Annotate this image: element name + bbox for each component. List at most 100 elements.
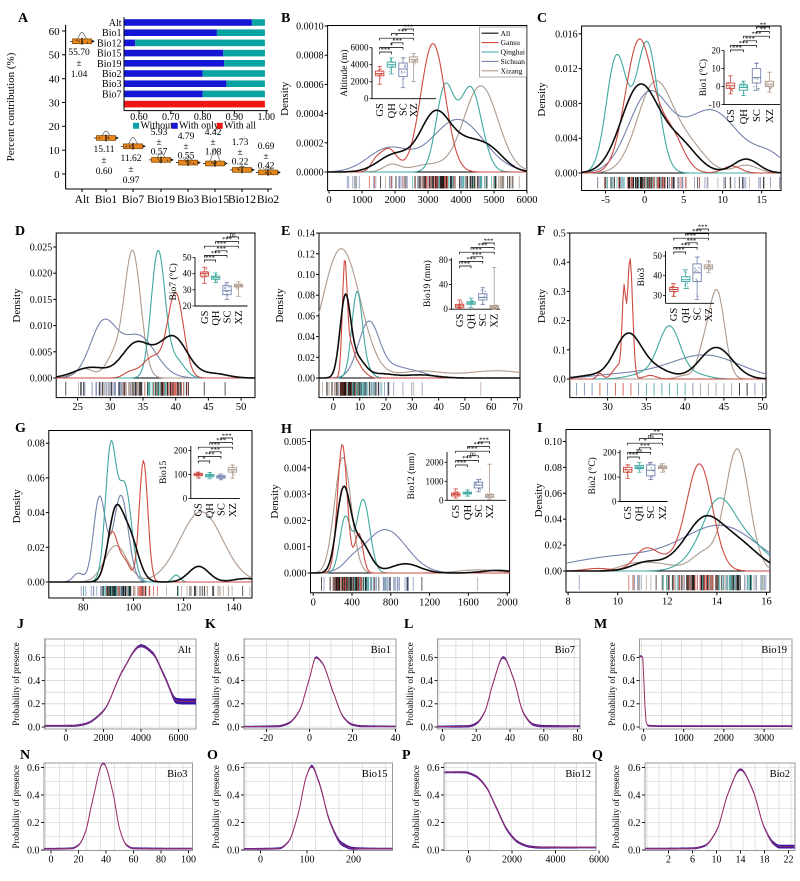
- svg-text:***: ***: [687, 237, 697, 244]
- svg-text:20: 20: [49, 121, 61, 133]
- svg-text:0.6: 0.6: [623, 653, 636, 664]
- svg-text:Probability of presence: Probability of presence: [211, 765, 221, 848]
- svg-text:***: ***: [698, 224, 708, 231]
- svg-text:0.0000: 0.0000: [296, 168, 324, 179]
- svg-text:0.4: 0.4: [227, 676, 240, 687]
- svg-text:0.22: 0.22: [232, 158, 249, 168]
- svg-text:1.00: 1.00: [257, 112, 275, 123]
- svg-text:200: 200: [346, 855, 361, 866]
- svg-text:***: ***: [457, 460, 467, 467]
- svg-text:***: ***: [211, 442, 221, 449]
- svg-text:***: ***: [484, 238, 494, 245]
- svg-text:0.0: 0.0: [623, 722, 636, 733]
- svg-text:0: 0: [54, 169, 60, 181]
- svg-text:50: 50: [757, 402, 768, 413]
- svg-text:0.5: 0.5: [553, 229, 566, 240]
- svg-text:0.000: 0.000: [284, 569, 307, 580]
- svg-text:10: 10: [612, 597, 623, 608]
- svg-text:***: ***: [739, 40, 749, 47]
- svg-text:6: 6: [690, 855, 695, 866]
- svg-text:1200: 1200: [419, 597, 440, 608]
- svg-text:0.6: 0.6: [628, 763, 641, 774]
- svg-text:With only: With only: [179, 121, 219, 132]
- svg-text:SC: SC: [646, 506, 657, 519]
- svg-text:0.02: 0.02: [545, 541, 563, 552]
- svg-text:***: ***: [629, 452, 639, 459]
- svg-text:0.6: 0.6: [421, 653, 434, 664]
- svg-text:0.020: 0.020: [30, 269, 53, 280]
- svg-text:80: 80: [78, 603, 89, 614]
- svg-text:SC: SC: [216, 503, 227, 516]
- svg-text:0.0: 0.0: [628, 845, 641, 856]
- svg-text:11.62: 11.62: [120, 154, 141, 164]
- svg-text:30: 30: [105, 402, 116, 413]
- svg-text:0.012: 0.012: [555, 64, 578, 75]
- svg-text:SC: SC: [693, 308, 704, 321]
- svg-text:***: ***: [732, 45, 742, 52]
- svg-text:Without: Without: [141, 121, 174, 132]
- svg-text:Bio2: Bio2: [770, 769, 790, 780]
- svg-text:Sichuan: Sichuan: [501, 57, 526, 66]
- svg-text:0.4: 0.4: [27, 790, 40, 801]
- svg-text:0.08: 0.08: [27, 439, 45, 450]
- svg-text:Density: Density: [11, 489, 23, 524]
- svg-text:Bio19: Bio19: [147, 194, 175, 206]
- svg-text:3000: 3000: [418, 195, 439, 206]
- svg-text:***: ***: [745, 35, 755, 42]
- svg-text:***: ***: [210, 446, 220, 453]
- svg-text:0.04: 0.04: [545, 515, 563, 526]
- svg-text:0.0008: 0.0008: [296, 51, 324, 62]
- svg-text:***: ***: [398, 28, 408, 35]
- svg-text:Bio15: Bio15: [362, 769, 388, 780]
- svg-text:0.70: 0.70: [162, 112, 180, 123]
- svg-text:0.00: 0.00: [545, 567, 563, 578]
- svg-text:GS: GS: [451, 505, 462, 519]
- svg-text:0.55: 0.55: [178, 152, 195, 162]
- svg-text:40: 40: [101, 855, 111, 866]
- svg-text:2000: 2000: [94, 733, 114, 744]
- svg-text:-5: -5: [601, 195, 610, 206]
- svg-text:±: ±: [101, 156, 106, 166]
- svg-text:0.02: 0.02: [27, 543, 45, 554]
- svg-text:0: 0: [311, 597, 316, 608]
- svg-text:A: A: [18, 11, 29, 26]
- svg-text:100: 100: [603, 472, 617, 482]
- svg-text:SC: SC: [752, 109, 763, 122]
- svg-text:XZ: XZ: [409, 103, 420, 117]
- svg-text:***: ***: [640, 442, 650, 449]
- svg-text:D: D: [15, 224, 25, 239]
- svg-text:40: 40: [391, 733, 401, 744]
- svg-text:0.0: 0.0: [227, 845, 240, 856]
- svg-text:QH: QH: [387, 103, 398, 119]
- svg-text:***: ***: [205, 255, 215, 262]
- svg-text:0.0: 0.0: [27, 845, 40, 856]
- svg-text:0.6: 0.6: [227, 653, 240, 664]
- svg-text:All: All: [501, 29, 511, 38]
- svg-text:*: *: [643, 438, 646, 445]
- svg-text:***: ***: [222, 236, 232, 243]
- svg-text:0.002: 0.002: [284, 516, 307, 527]
- svg-text:ns: ns: [470, 450, 476, 457]
- svg-text:Probability of presence: Probability of presence: [411, 765, 421, 848]
- svg-text:0.4: 0.4: [623, 676, 636, 687]
- svg-text:0.6: 0.6: [227, 763, 240, 774]
- svg-text:QH: QH: [463, 504, 474, 520]
- svg-text:0.0010: 0.0010: [296, 22, 324, 33]
- svg-text:80: 80: [156, 855, 166, 866]
- svg-text:400: 400: [344, 597, 360, 608]
- svg-text:ns: ns: [230, 232, 236, 239]
- svg-text:0.6: 0.6: [28, 653, 41, 664]
- svg-text:Bio2: Bio2: [102, 69, 121, 80]
- svg-text:100: 100: [174, 470, 188, 480]
- svg-text:Bio7: Bio7: [555, 645, 575, 656]
- svg-text:6000: 6000: [589, 855, 609, 866]
- svg-text:20: 20: [183, 301, 193, 311]
- svg-text:QH: QH: [211, 310, 222, 326]
- svg-text:Q: Q: [592, 748, 603, 763]
- svg-text:***: ***: [216, 437, 226, 444]
- svg-text:3000: 3000: [754, 733, 774, 744]
- svg-text:80: 80: [439, 255, 449, 265]
- svg-text:6000: 6000: [169, 733, 189, 744]
- svg-text:***: ***: [478, 242, 488, 249]
- svg-text:0: 0: [440, 733, 445, 744]
